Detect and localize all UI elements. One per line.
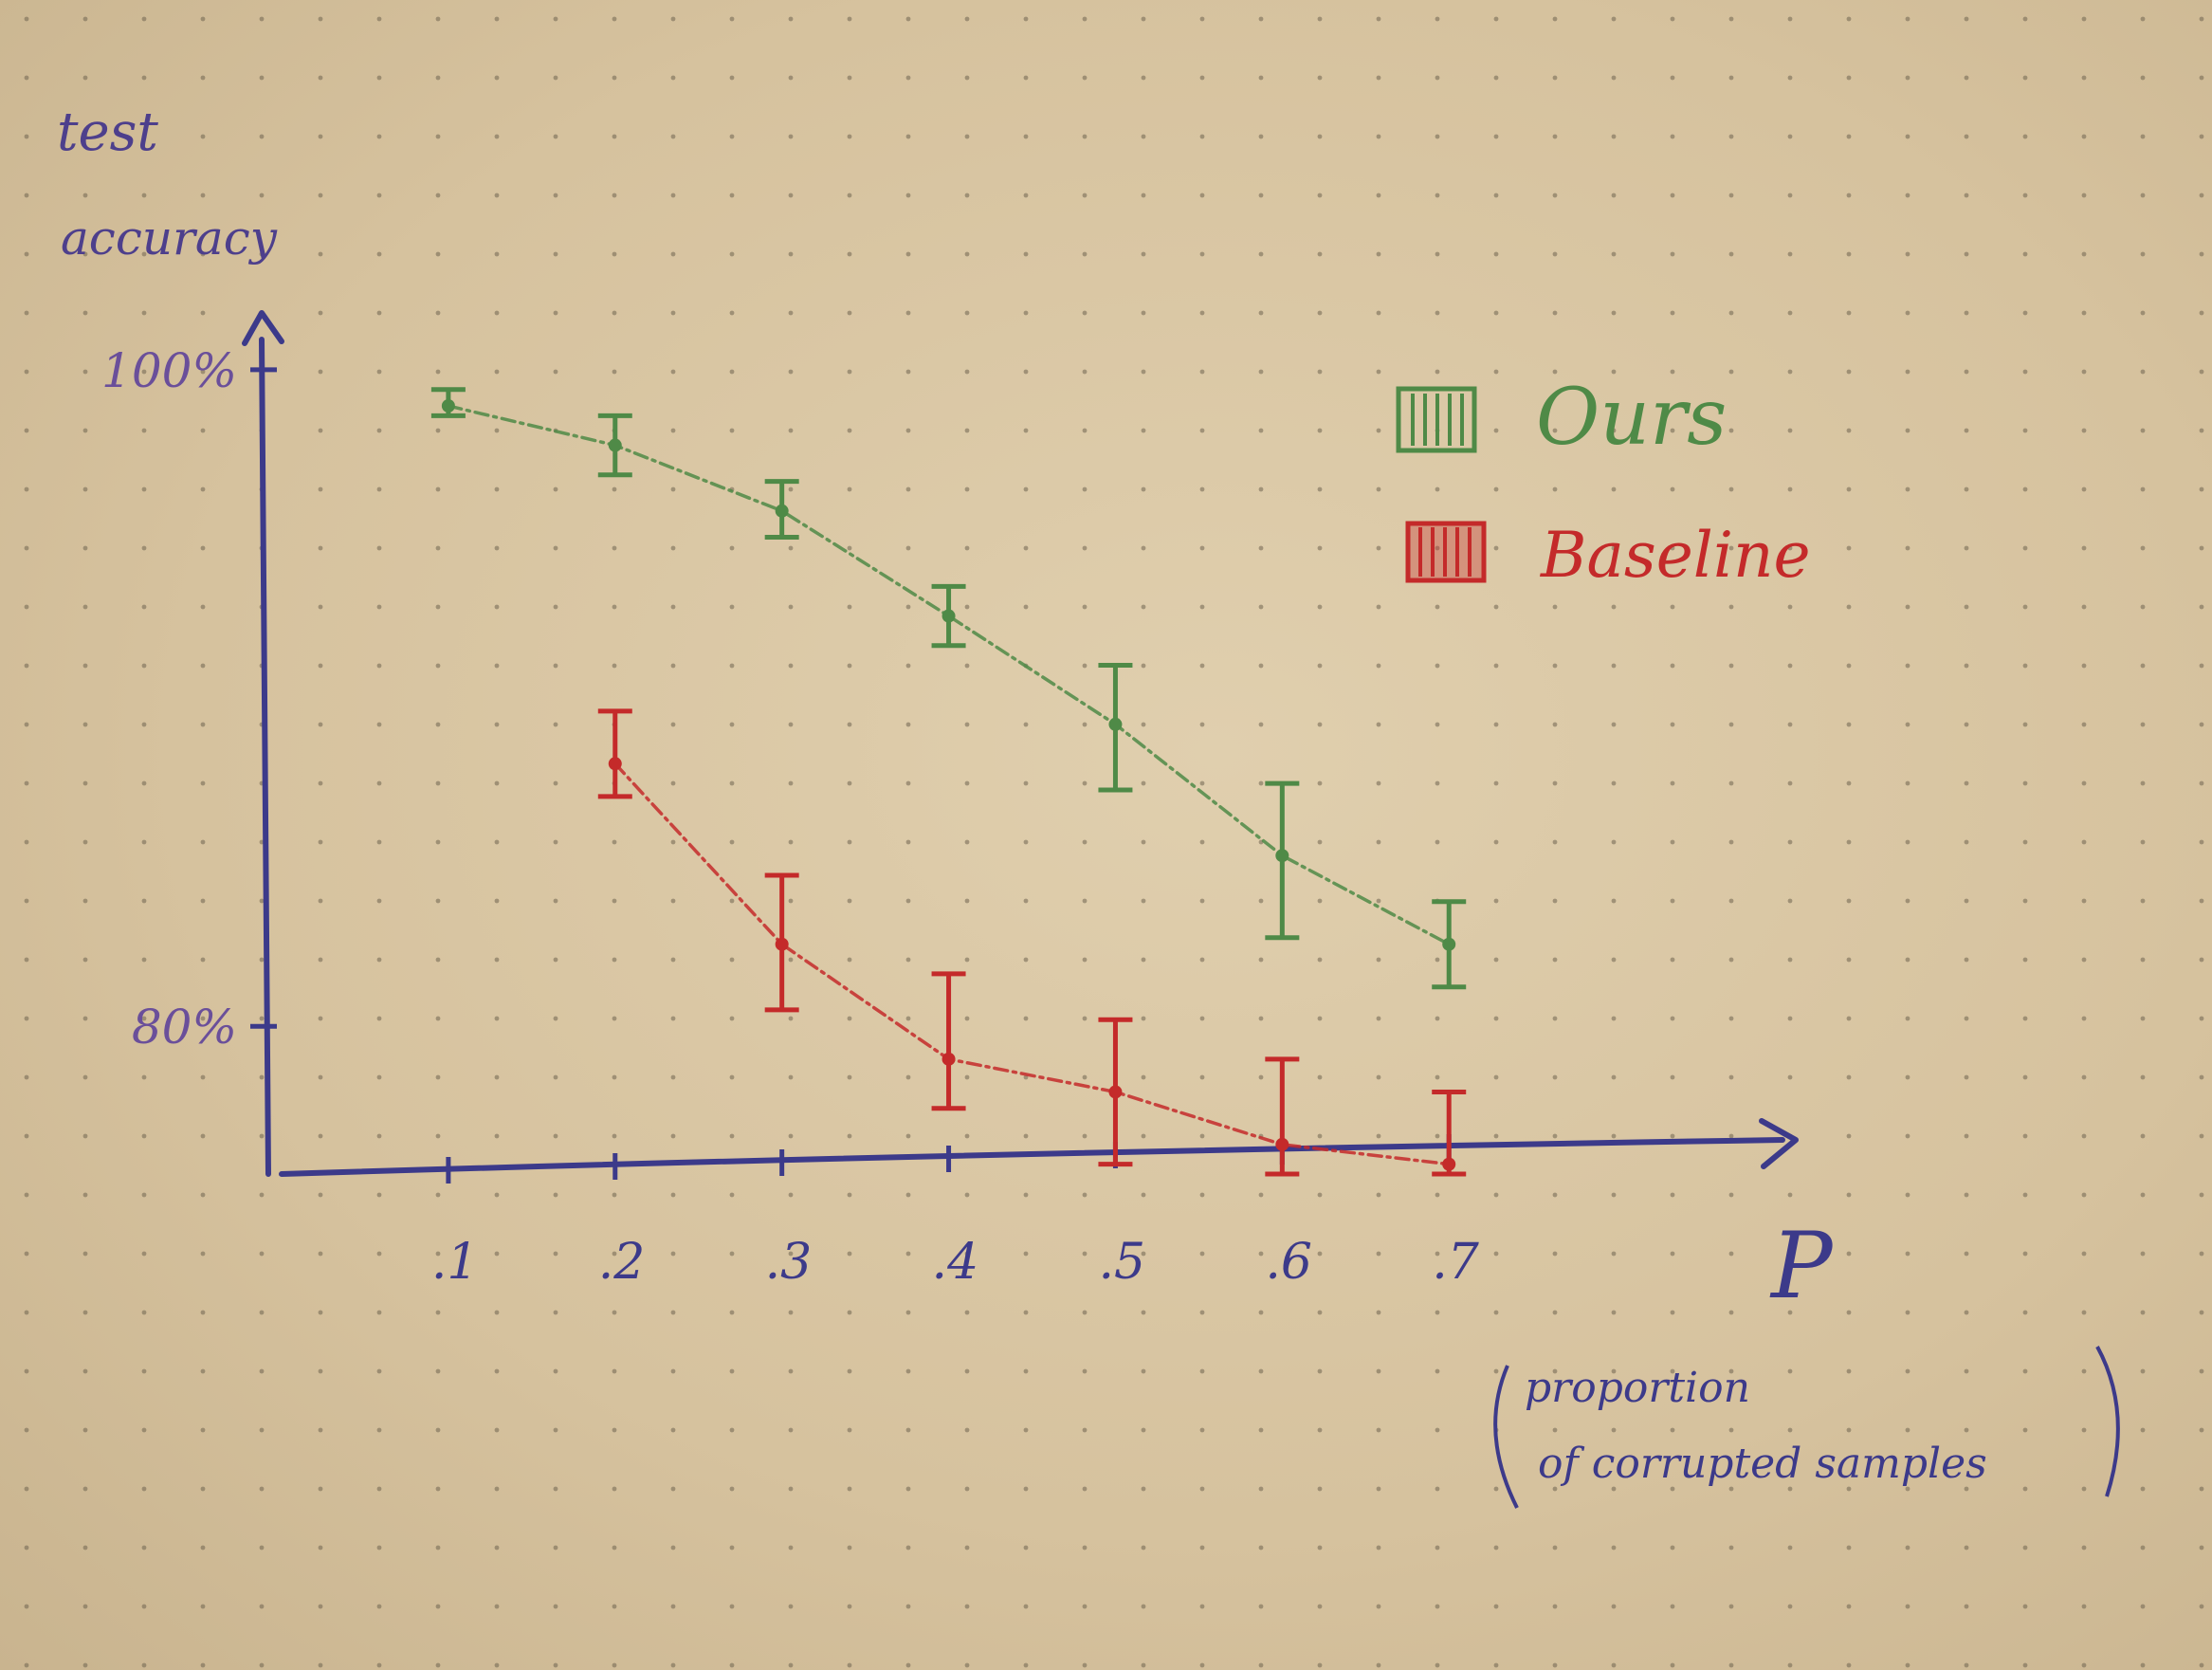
y-axis-title-line2: accuracy xyxy=(61,211,278,266)
x-tick-label: .3 xyxy=(765,1234,813,1291)
series-layer xyxy=(430,387,1467,1177)
series-line xyxy=(613,762,1451,1166)
data-point xyxy=(775,937,789,951)
legend-label-baseline: Baseline xyxy=(1540,519,1811,592)
x-tick-label: .4 xyxy=(932,1234,979,1291)
data-point xyxy=(441,399,455,413)
series-ours xyxy=(430,387,1467,990)
data-point xyxy=(1442,937,1456,951)
x-axis xyxy=(279,1137,1785,1177)
left-parenthesis xyxy=(1493,1365,1519,1509)
legend-label-ours: Ours xyxy=(1536,373,1727,463)
data-point xyxy=(1442,1157,1456,1171)
dot-grid-background xyxy=(24,16,2204,1668)
data-point xyxy=(775,504,789,518)
series-line xyxy=(447,404,1451,946)
legend-swatch-baseline xyxy=(1405,521,1487,583)
data-point xyxy=(608,438,622,452)
x-axis-note-line1: proportion xyxy=(1525,1364,1750,1412)
axis-ticks: .1 .2 .3 .4 .5 .6 .7 100% 80% xyxy=(101,343,1480,1291)
data-point xyxy=(608,757,622,771)
x-axis-arrowhead xyxy=(1759,1118,1799,1169)
series-baseline xyxy=(597,708,1467,1177)
data-point xyxy=(1108,717,1123,731)
y-tick-label: 100% xyxy=(101,343,237,398)
data-point xyxy=(1108,1085,1123,1099)
x-tick-label: .2 xyxy=(598,1234,646,1291)
y-axis-arrowhead xyxy=(242,310,284,346)
x-tick-label: .7 xyxy=(1432,1234,1480,1291)
y-axis-title-line1: test xyxy=(57,101,158,163)
x-tick-label: .5 xyxy=(1098,1234,1145,1291)
x-axis-title: P xyxy=(1769,1213,1834,1319)
data-point xyxy=(1275,1137,1289,1151)
y-tick-label: 80% xyxy=(132,1000,237,1055)
data-point xyxy=(941,609,956,623)
legend: Ours Baseline xyxy=(1396,373,1811,592)
x-tick-label: .6 xyxy=(1265,1234,1312,1291)
data-point xyxy=(941,1052,956,1066)
x-tick-label: .1 xyxy=(431,1234,479,1291)
y-axis xyxy=(259,337,271,1177)
right-parenthesis xyxy=(2095,1346,2120,1497)
legend-swatch-ours xyxy=(1396,386,1477,453)
x-axis-note-line2: of corrupted samples xyxy=(1538,1440,1987,1488)
data-point xyxy=(1275,849,1289,863)
